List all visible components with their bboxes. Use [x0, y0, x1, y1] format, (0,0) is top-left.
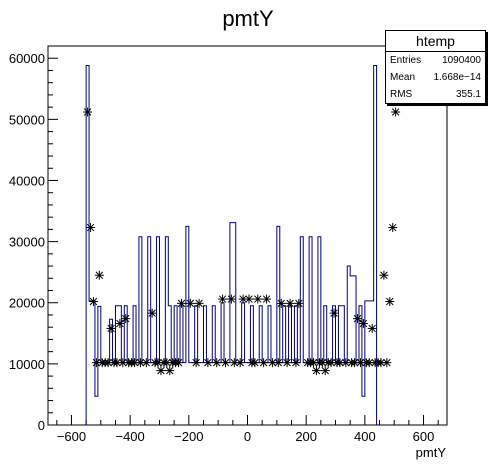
stats-row-rms: RMS 355.1 [386, 86, 485, 103]
data-point-marker [329, 308, 339, 318]
data-point-marker [121, 314, 131, 324]
plot-frame [47, 45, 448, 426]
marker-series [83, 107, 401, 376]
y-tick-label: 0 [38, 418, 45, 433]
data-point-marker [364, 358, 374, 368]
data-point-marker [203, 358, 213, 368]
data-point-marker [83, 107, 93, 117]
data-point-marker [103, 358, 113, 368]
data-point-marker [191, 358, 201, 368]
stats-mean-value: 1.668e−14 [433, 72, 481, 83]
data-point-marker [244, 294, 254, 304]
data-point-marker [185, 298, 195, 308]
data-point-marker [88, 297, 98, 307]
data-point-marker [273, 358, 283, 368]
y-tick-label: 10000 [9, 357, 45, 372]
y-tick-label: 60000 [9, 51, 45, 66]
x-tick-label: −600 [57, 429, 86, 444]
data-point-marker [382, 358, 392, 368]
data-point-marker [147, 308, 157, 318]
data-point-marker [367, 323, 377, 333]
histogram-series [85, 65, 378, 425]
stats-rms-value: 355.1 [455, 89, 481, 100]
x-tick-label: 0 [244, 429, 251, 444]
x-tick-label: −400 [115, 429, 144, 444]
data-point-marker [218, 294, 228, 304]
stats-box-title: htemp [386, 31, 485, 52]
data-point-marker [156, 366, 166, 376]
axis-ticks: −600 −400 −200 0 200 400 600 0 10000 20000 30000 40… [9, 51, 439, 444]
x-tick-label: −200 [174, 429, 203, 444]
data-point-marker [250, 358, 260, 368]
data-point-marker [165, 366, 175, 376]
data-point-marker [391, 107, 401, 117]
stats-box: htemp Entries 1090400 Mean 1.668e−14 RMS… [385, 30, 486, 104]
data-point-marker [311, 366, 321, 376]
data-point-marker [388, 223, 398, 233]
x-tick-label: 400 [354, 429, 376, 444]
data-point-marker [174, 358, 184, 368]
data-point-marker [153, 358, 163, 368]
data-point-marker [106, 323, 116, 333]
data-point-marker [291, 358, 301, 368]
data-point-marker [379, 270, 389, 280]
data-point-marker [235, 358, 245, 368]
data-point-marker [385, 297, 395, 307]
data-point-marker [86, 223, 96, 233]
histogram-outline [85, 65, 378, 425]
data-point-marker [285, 298, 295, 308]
data-point-marker [130, 358, 140, 368]
data-point-marker [253, 294, 263, 304]
data-point-marker [276, 298, 286, 308]
stats-entries-value: 1090400 [442, 55, 481, 66]
data-point-marker [294, 298, 304, 308]
y-tick-label: 50000 [9, 112, 45, 127]
data-point-marker [282, 358, 292, 368]
data-point-marker [353, 314, 363, 324]
x-tick-label: 200 [295, 429, 317, 444]
y-tick-label: 40000 [9, 173, 45, 188]
data-point-marker [115, 319, 125, 329]
data-point-marker [176, 298, 186, 308]
stats-row-entries: Entries 1090400 [386, 52, 485, 69]
data-point-marker [141, 358, 151, 368]
stats-rms-label: RMS [390, 89, 413, 100]
data-point-marker [259, 358, 269, 368]
x-tick-label: 600 [413, 429, 435, 444]
stats-entries-label: Entries [390, 55, 422, 66]
chart-title: pmtY [222, 6, 274, 31]
data-point-marker [220, 358, 230, 368]
x-axis-label: pmtY [416, 445, 447, 460]
data-point-marker [226, 294, 236, 304]
stats-row-mean: Mean 1.668e−14 [386, 69, 485, 86]
stats-mean-label: Mean [390, 72, 416, 83]
data-point-marker [320, 366, 330, 376]
data-point-marker [212, 358, 222, 368]
data-point-marker [267, 358, 277, 368]
data-point-marker [94, 270, 104, 280]
data-point-marker [194, 298, 204, 308]
data-point-marker [262, 294, 272, 304]
y-tick-label: 30000 [9, 235, 45, 250]
data-point-marker [358, 319, 368, 329]
y-tick-label: 20000 [9, 296, 45, 311]
